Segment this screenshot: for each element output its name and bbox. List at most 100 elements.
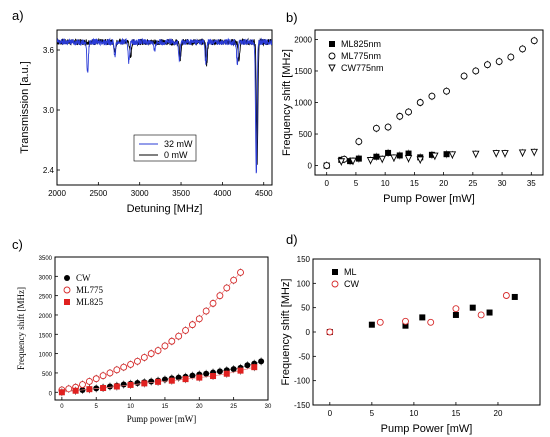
- data-point: [390, 154, 398, 162]
- y-tick-label: 3500: [39, 256, 53, 262]
- data-point: [188, 321, 196, 329]
- data-point: [134, 357, 141, 365]
- y-tick-label: -100: [294, 377, 311, 386]
- x-tick-label: 2500: [89, 189, 107, 198]
- data-point: [443, 151, 450, 158]
- data-point: [113, 366, 121, 374]
- data-point: [154, 347, 162, 354]
- data-point: [448, 151, 457, 159]
- data-point: [416, 156, 424, 164]
- panel-label: d): [286, 232, 298, 247]
- y-tick-label: 150: [297, 255, 311, 264]
- y-tick-label: 0: [306, 328, 311, 337]
- legend-label: ML825: [76, 297, 104, 307]
- data-point: [486, 309, 493, 316]
- data-point: [175, 374, 182, 381]
- legend-label: ML775: [76, 285, 104, 295]
- y-tick-label: 1500: [294, 67, 312, 76]
- data-point: [161, 342, 169, 350]
- data-point: [237, 269, 244, 276]
- x-tick-label: 30: [498, 179, 507, 188]
- data-point: [332, 269, 338, 275]
- y-tick-label: 3.0: [43, 106, 55, 115]
- data-point: [92, 375, 100, 383]
- data-point: [385, 149, 392, 156]
- x-tick-label: 25: [230, 404, 237, 410]
- data-point: [530, 148, 538, 157]
- y-axis-label: Frequency shift [MHz]: [16, 287, 26, 370]
- panel-4: d) 0 5 10 15 20 -150 -100 -50 0 50 100 150 Pump Power…: [280, 232, 541, 435]
- x-axis-label: Detuning [MHz]: [127, 203, 203, 215]
- data-point: [404, 155, 413, 163]
- data-point: [64, 299, 70, 305]
- data-point: [168, 337, 176, 345]
- plot-frame: [54, 256, 269, 401]
- x-tick-label: 15: [410, 179, 419, 188]
- data-point: [223, 284, 231, 292]
- data-point: [72, 387, 79, 394]
- x-axis-label: Pump power [mW]: [127, 414, 197, 424]
- data-point: [460, 72, 468, 80]
- data-point: [443, 87, 450, 95]
- series: [323, 36, 538, 170]
- data-point: [58, 389, 65, 396]
- data-point: [484, 61, 491, 69]
- x-tick-label: 5: [95, 404, 99, 410]
- y-tick-label: 3000: [39, 275, 53, 281]
- data-point: [203, 370, 210, 377]
- y-tick-label: 1000: [294, 99, 312, 108]
- data-point: [326, 328, 334, 336]
- data-point: [402, 317, 409, 325]
- data-point: [216, 368, 223, 375]
- data-point: [244, 362, 251, 369]
- x-tick-label: 3500: [172, 189, 190, 198]
- data-point: [472, 150, 480, 159]
- y-tick-label: 2000: [39, 314, 53, 320]
- y-tick-label: 500: [42, 372, 53, 378]
- x-tick-label: 20: [196, 404, 203, 410]
- x-tick-label: 5: [354, 179, 359, 188]
- series: [58, 363, 258, 397]
- data-point: [106, 383, 113, 390]
- x-tick-label: 30: [265, 404, 272, 410]
- data-point: [230, 366, 237, 373]
- x-axis-label: Pump Power [mW]: [383, 193, 475, 205]
- panel-1: a) 2000 2500 3000 3500 4000 4500 2.4 3.0 3.6 Detun…: [12, 8, 273, 215]
- data-point: [428, 92, 436, 100]
- data-point: [378, 155, 386, 164]
- panel-3: c) 0 5 10 15 20 25 30 0 500 1000 1500 2000 2500 3000 35…: [12, 237, 272, 424]
- data-point: [106, 369, 114, 377]
- legend-box: [133, 134, 197, 162]
- x-tick-label: 20: [439, 179, 448, 188]
- x-tick-label: 2000: [48, 189, 66, 198]
- y-tick-label: 0: [308, 162, 313, 171]
- y-tick-label: 1500: [39, 333, 53, 339]
- data-point: [237, 367, 244, 374]
- legend-label: CW: [344, 279, 359, 289]
- x-tick-label: 3000: [131, 189, 149, 198]
- data-point: [452, 311, 459, 318]
- data-point: [86, 386, 93, 393]
- y-tick-label: -50: [298, 352, 310, 361]
- data-point: [355, 138, 363, 146]
- legend-label: CW: [76, 273, 91, 283]
- series-line: [57, 37, 272, 174]
- series: [326, 293, 518, 335]
- data-point: [427, 318, 435, 326]
- series: [58, 268, 244, 394]
- data-point: [368, 321, 375, 328]
- data-point: [511, 293, 518, 300]
- data-point: [127, 381, 134, 388]
- data-point: [230, 276, 238, 284]
- x-tick-label: 35: [527, 179, 536, 188]
- data-point: [258, 358, 265, 365]
- data-point: [209, 299, 217, 307]
- data-point: [530, 37, 538, 45]
- data-point: [202, 307, 210, 315]
- data-point: [64, 275, 70, 281]
- y-tick-label: 2000: [294, 35, 312, 44]
- data-point: [196, 374, 203, 381]
- panel-label: c): [12, 237, 23, 252]
- legend-label: CW775nm: [341, 63, 384, 73]
